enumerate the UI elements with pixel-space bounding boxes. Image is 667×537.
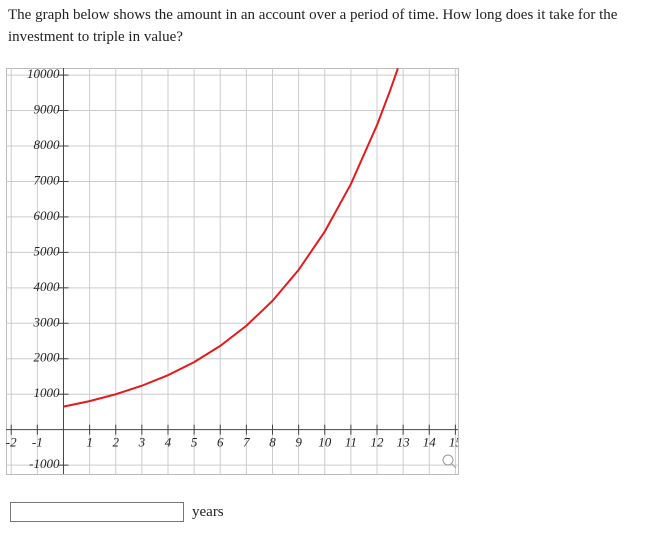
x-tick-label: 3 <box>138 435 146 450</box>
x-tick-label: 13 <box>397 435 411 450</box>
curve <box>63 68 399 408</box>
x-tick-label: 1 <box>86 435 93 450</box>
y-tick-label: 6000 <box>33 208 60 223</box>
y-tick-label: -1000 <box>29 456 60 471</box>
y-tick-label: 10000 <box>27 66 60 81</box>
x-tick-label: 4 <box>165 435 172 450</box>
y-tick-label: 7000 <box>33 172 60 187</box>
x-tick-label: 8 <box>269 435 276 450</box>
y-tick-label: 2000 <box>33 350 60 365</box>
x-tick-label: -2 <box>6 435 17 450</box>
x-tick-label: 2 <box>112 435 119 450</box>
answer-unit: years <box>192 504 224 520</box>
x-tick-label: -1 <box>32 435 43 450</box>
y-tick-label: 5000 <box>33 243 60 258</box>
zoom-icon <box>442 454 457 469</box>
y-tick-label: 3000 <box>32 314 60 329</box>
x-tick-label: 15 <box>449 435 463 450</box>
y-tick-label: 9000 <box>33 102 60 117</box>
chart: -2 -1 1 2 3 4 5 6 7 8 9 10 11 12 13 14 15-10001000200030… <box>6 66 463 475</box>
answer-input[interactable] <box>10 502 184 522</box>
x-tick-label: 14 <box>423 435 437 450</box>
x-tick-label: 11 <box>345 435 357 450</box>
plot-frame <box>6 68 459 475</box>
x-tick-label: 7 <box>243 435 250 450</box>
question: The graph below shows the amount in an a… <box>8 7 618 45</box>
x-tick-label: 10 <box>318 435 332 450</box>
y-tick-label: 1000 <box>33 385 60 400</box>
y-tick-label: 8000 <box>33 137 60 152</box>
x-tick-label: 5 <box>191 435 198 450</box>
x-tick-label: 6 <box>217 435 224 450</box>
x-tick-label: 12 <box>371 435 385 450</box>
y-tick-label: 4000 <box>33 279 60 294</box>
x-tick-label: 9 <box>295 435 302 450</box>
